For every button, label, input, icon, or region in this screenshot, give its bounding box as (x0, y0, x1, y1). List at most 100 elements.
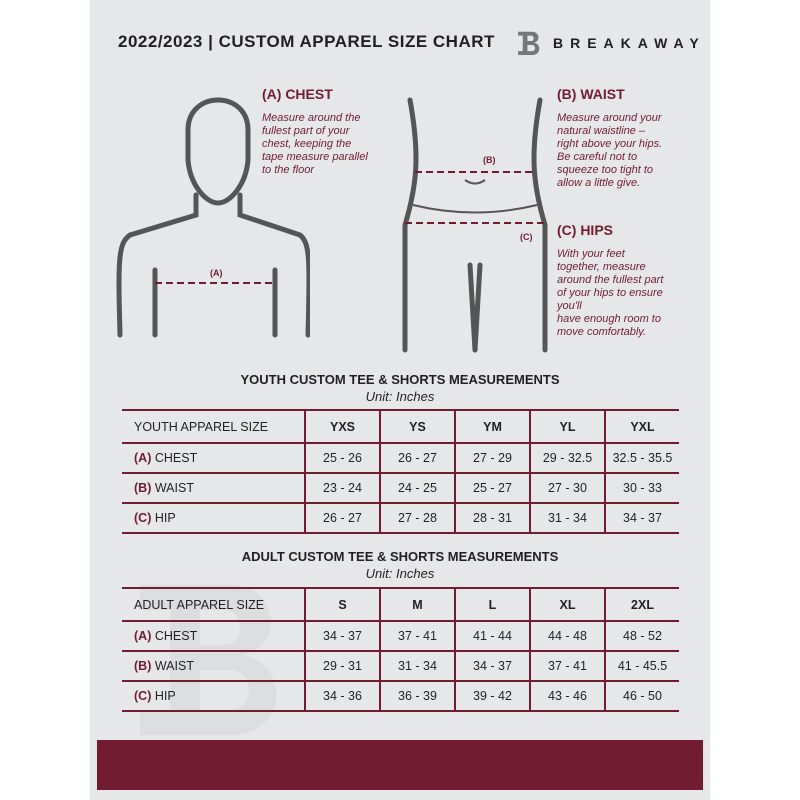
header-row: ADULT APPAREL SIZE S M L XL 2XL (122, 588, 679, 622)
table-cell: 31 - 34 (379, 651, 455, 682)
size-column-header: L (454, 588, 530, 622)
waist-marker: (B) (483, 155, 496, 165)
row-label: (A) CHEST (122, 621, 305, 652)
size-column-header: YL (529, 410, 605, 444)
text-line: natural waistline – (557, 125, 646, 137)
table-cell: 28 - 31 (454, 503, 530, 534)
text-line: chest, keeping the (262, 138, 352, 150)
text-line: you'll (557, 300, 582, 312)
row-name: WAIST (154, 659, 194, 673)
text-line: right above your hips. (557, 138, 663, 150)
table-cell: 24 - 25 (379, 473, 455, 504)
row-code: (B) (134, 481, 152, 495)
text-line: have enough room to (557, 313, 661, 325)
logo-mark (518, 31, 540, 56)
adult-size-table: ADULT APPAREL SIZE S M L XL 2XL (A) CHEST 34 - … (122, 587, 679, 712)
table-row: (B) WAIST 23 - 24 24 - 25 25 - 27 27 - 30 30 … (122, 473, 679, 504)
table-cell: 36 - 39 (379, 681, 455, 712)
text-line: together, measure (557, 261, 646, 273)
text-line: squeeze too tight to (557, 164, 654, 176)
brand-logo: BREAKAWAY (515, 26, 706, 60)
hips-description: With your feet together, measure around th… (557, 248, 663, 339)
row-code: (C) (134, 689, 152, 703)
table-cell: 27 - 28 (379, 503, 455, 534)
row-name: CHEST (154, 451, 198, 465)
table-cell: 34 - 36 (304, 681, 380, 712)
table-cell: 23 - 24 (304, 473, 380, 504)
table-cell: 29 - 32.5 (529, 443, 605, 474)
table-cell: 27 - 29 (454, 443, 530, 474)
row-label: (C) HIP (122, 681, 305, 712)
table-cell: 34 - 37 (604, 503, 679, 534)
row-name: HIP (154, 511, 176, 525)
table-row: (A) CHEST 34 - 37 37 - 41 41 - 44 44 - 48 48 … (122, 621, 679, 652)
chest-figure (116, 97, 310, 338)
text-line: Be careful not to (557, 151, 638, 163)
waist-hips-figure (402, 97, 548, 353)
table-cell: 30 - 33 (604, 473, 679, 504)
table-cell: 32.5 - 35.5 (604, 443, 679, 474)
brand-name: BREAKAWAY (553, 35, 706, 51)
page-title: 2022/2023 | CUSTOM APPAREL SIZE CHART (118, 32, 495, 51)
row-code: (A) (134, 451, 152, 465)
adult-table-title: ADULT CUSTOM TEE & SHORTS MEASUREMENTS (241, 549, 559, 564)
size-column-header: XL (529, 588, 605, 622)
row-code: (C) (134, 511, 152, 525)
text-line: allow a little give. (557, 177, 641, 189)
table-cell: 37 - 41 (379, 621, 455, 652)
row-label: (B) WAIST (122, 651, 305, 682)
hips-marker: (C) (520, 232, 533, 242)
table-cell: 41 - 44 (454, 621, 530, 652)
youth-unit: Unit: Inches (365, 389, 435, 404)
table-row: (B) WAIST 29 - 31 31 - 34 34 - 37 37 - 41 41 … (122, 651, 679, 682)
row-code: (A) (134, 629, 152, 643)
table-cell: 39 - 42 (454, 681, 530, 712)
waist-heading: (B) WAIST (557, 86, 625, 102)
table-cell: 31 - 34 (529, 503, 605, 534)
footer-band (97, 740, 703, 790)
size-column-header: YXS (304, 410, 380, 444)
chest-heading: (A) CHEST (262, 86, 333, 102)
table-cell: 34 - 37 (304, 621, 380, 652)
table-cell: 26 - 27 (379, 443, 455, 474)
size-column-header: YXL (604, 410, 679, 444)
row-label: (C) HIP (122, 503, 305, 534)
row-name: CHEST (154, 629, 198, 643)
size-header: YOUTH APPAREL SIZE (122, 410, 305, 444)
text-line: around the fullest part (557, 274, 664, 286)
table-cell: 27 - 30 (529, 473, 605, 504)
table-cell: 44 - 48 (529, 621, 605, 652)
youth-table-title: YOUTH CUSTOM TEE & SHORTS MEASUREMENTS (240, 372, 560, 387)
table-row: (A) CHEST 25 - 26 26 - 27 27 - 29 29 - 32.5 3… (122, 443, 679, 474)
table-cell: 26 - 27 (304, 503, 380, 534)
hips-heading: (C) HIPS (557, 222, 613, 238)
size-column-header: YM (454, 410, 530, 444)
text-line: move comfortably. (557, 326, 647, 338)
waist-description: Measure around your natural waistline – ri… (557, 112, 662, 190)
table-cell: 34 - 37 (454, 651, 530, 682)
table-row: (C) HIP 26 - 27 27 - 28 28 - 31 31 - 34 34 - … (122, 503, 679, 534)
chest-marker: (A) (210, 268, 223, 278)
table-cell: 29 - 31 (304, 651, 380, 682)
size-column-header: M (379, 588, 455, 622)
chest-description: Measure around the fullest part of your ch… (262, 112, 368, 177)
table-cell: 48 - 52 (604, 621, 679, 652)
table-cell: 43 - 46 (529, 681, 605, 712)
size-column-header: S (304, 588, 380, 622)
row-name: HIP (154, 689, 176, 703)
row-code: (B) (134, 659, 152, 673)
size-column-header: YS (379, 410, 455, 444)
text-line: to the floor (262, 164, 314, 176)
row-label: (A) CHEST (122, 443, 305, 474)
table-row: (C) HIP 34 - 36 36 - 39 39 - 42 43 - 46 46 - … (122, 681, 679, 712)
table-cell: 25 - 27 (454, 473, 530, 504)
size-header: ADULT APPAREL SIZE (122, 588, 305, 622)
text-line: Measure around your (557, 112, 662, 124)
adult-unit: Unit: Inches (365, 566, 435, 581)
text-line: Measure around the (262, 112, 361, 124)
row-name: WAIST (154, 481, 194, 495)
table-cell: 41 - 45.5 (604, 651, 679, 682)
header-row: YOUTH APPAREL SIZE YXS YS YM YL YXL (122, 410, 679, 444)
table-cell: 37 - 41 (529, 651, 605, 682)
text-line: of your hips to ensure (557, 287, 663, 299)
